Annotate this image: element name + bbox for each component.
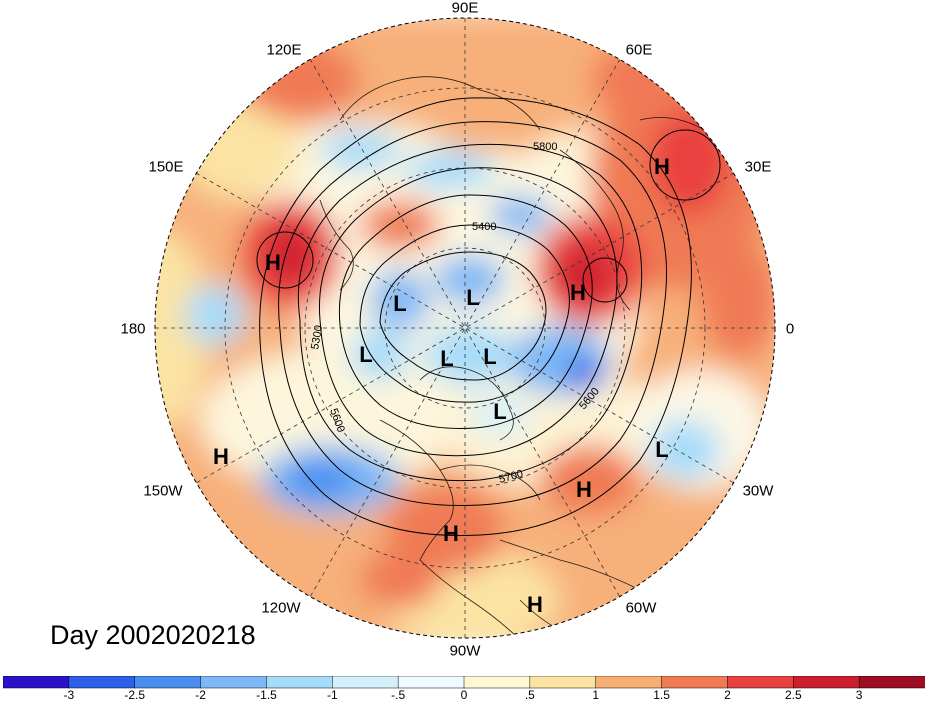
colorbar-swatch: [134, 676, 202, 689]
lon-label-30w: 30W: [742, 482, 774, 500]
lon-label-0: 0: [785, 320, 795, 338]
colorbar-tick-label: 1: [592, 688, 600, 702]
colorbar-swatch: [266, 676, 334, 689]
colorbar-tick-label: 0: [460, 688, 468, 702]
colorbar-swatch: [858, 676, 925, 689]
colorbar-swatch: [3, 676, 70, 689]
lon-label-60e: 60E: [625, 41, 653, 59]
colorbar-swatch: [727, 676, 795, 689]
colorbar-swatch: [200, 676, 268, 689]
height-contours: [256, 97, 721, 536]
lon-label-90w: 90W: [449, 642, 481, 660]
colorbar: [3, 676, 925, 689]
pressure-centers: H H H H H H H L L L L L L L: [213, 154, 670, 617]
low-polar-marker: L: [359, 342, 372, 367]
lon-label-150w: 150W: [143, 482, 183, 500]
low-polar-marker: L: [440, 346, 453, 371]
low-polar-marker: L: [466, 285, 479, 310]
low-polar-marker: L: [393, 291, 406, 316]
colorbar-swatch: [793, 676, 860, 689]
colorbar-tick-label: 2: [724, 688, 731, 702]
colorbar-tick-label: 2.5: [784, 688, 802, 702]
high-north-pacific-east-marker: H: [213, 444, 229, 469]
lon-label-120w: 120W: [261, 599, 301, 617]
contour-label: 5400: [472, 221, 496, 233]
colorbar-swatch: [463, 676, 531, 689]
graticule: [155, 18, 775, 638]
colorbar-swatch: [529, 676, 597, 689]
colorbar-tick-label: -2: [195, 688, 206, 702]
high-gulf-of-mexico-marker: H: [443, 521, 459, 546]
lon-label-150e: 150E: [148, 158, 184, 176]
day-title: Day 2002020218: [50, 620, 256, 650]
colorbar-tick-label: .5: [524, 688, 535, 702]
high-south-america-marker: H: [527, 592, 543, 617]
colorbar-swatch: [661, 676, 729, 689]
low-polar-marker: L: [493, 399, 506, 424]
colorbar-swatch: [397, 676, 465, 689]
colorbar-tick-label: 1.5: [653, 688, 670, 702]
high-north-pacific-marker: H: [265, 250, 281, 275]
lon-label-120e: 120E: [266, 41, 302, 59]
lon-label-180: 180: [120, 320, 146, 338]
colorbar-swatch: [68, 676, 136, 689]
colorbar-tick-label: -1.5: [256, 688, 277, 702]
anomaly-shading: [155, 18, 775, 638]
colorbar-swatch: [332, 676, 399, 689]
colorbar-tick-label: -3: [63, 688, 75, 702]
lon-label-60w: 60W: [625, 599, 657, 617]
contour-label: 5800: [533, 141, 557, 153]
colorbar-tick-label: -.5: [391, 688, 406, 702]
low-polar-marker: L: [483, 344, 496, 369]
colorbar-tick-label: -2.5: [124, 688, 146, 702]
map-boundary: [154, 17, 776, 639]
contour-label: 5300: [309, 324, 325, 350]
lon-label-90e: 90E: [451, 0, 479, 17]
high-east-europe-marker: H: [654, 154, 670, 179]
colorbar-swatch: [595, 676, 663, 689]
high-central-atlantic-marker: H: [576, 477, 592, 502]
colorbar-tick-label: -1: [326, 688, 338, 702]
colorbar-tick-label: 3: [855, 688, 863, 702]
high-north-atlantic-marker: H: [570, 280, 586, 305]
low-atlantic-east-marker: L: [655, 437, 668, 462]
lon-label-30e: 30E: [744, 158, 772, 176]
